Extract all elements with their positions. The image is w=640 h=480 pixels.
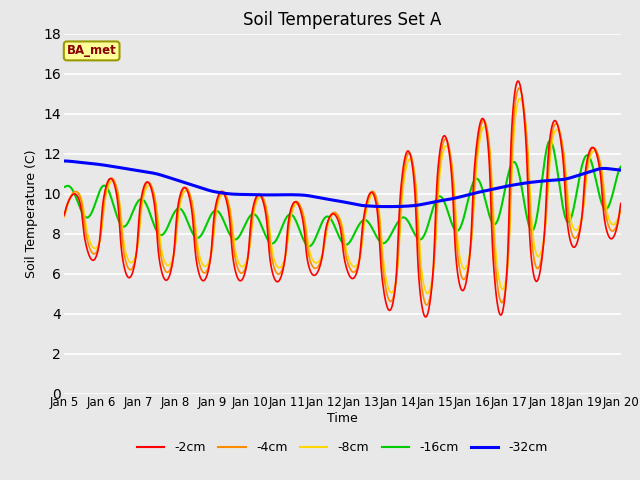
Legend: -2cm, -4cm, -8cm, -16cm, -32cm: -2cm, -4cm, -8cm, -16cm, -32cm — [132, 436, 553, 459]
Title: Soil Temperatures Set A: Soil Temperatures Set A — [243, 11, 442, 29]
Text: BA_met: BA_met — [67, 44, 116, 58]
X-axis label: Time: Time — [327, 412, 358, 425]
Y-axis label: Soil Temperature (C): Soil Temperature (C) — [25, 149, 38, 278]
